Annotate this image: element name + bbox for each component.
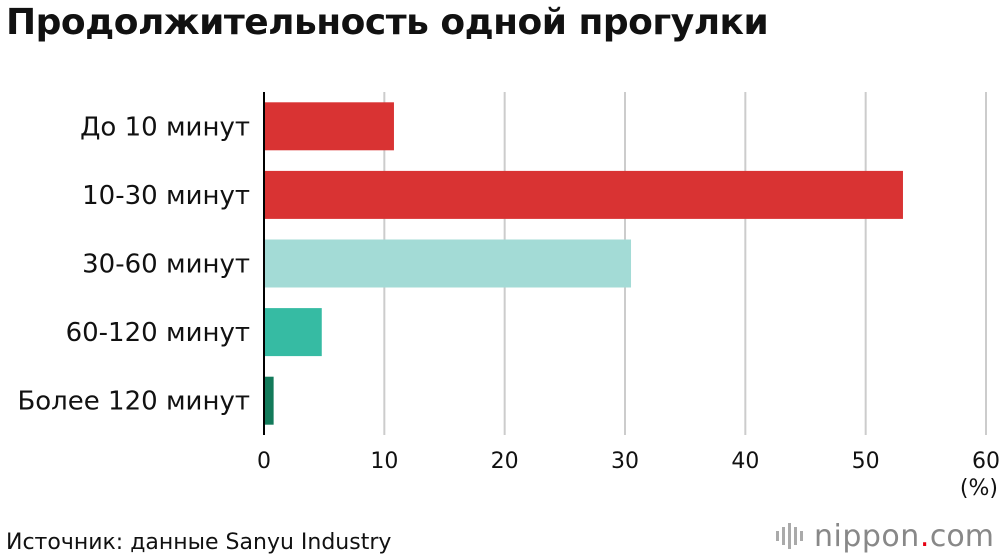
category-label: 30-60 минут <box>82 250 250 280</box>
x-tick-label: 10 <box>370 449 398 474</box>
category-label: 60-120 минут <box>66 318 250 348</box>
x-tick-label: 40 <box>731 449 759 474</box>
x-tick-label: 0 <box>257 449 271 474</box>
category-label: До 10 минут <box>80 112 250 142</box>
bar <box>264 308 322 357</box>
x-unit-label: (%) <box>960 476 998 501</box>
x-tick-label: 60 <box>972 449 1000 474</box>
brand-name: nippon <box>814 518 920 554</box>
x-tick-label: 20 <box>491 449 519 474</box>
x-tick-label: 30 <box>611 449 639 474</box>
brand-dot: . <box>919 518 930 554</box>
nippon-logo-icon <box>776 523 803 549</box>
source-note: Источник: данные Sanyu Industry <box>6 530 392 555</box>
bar <box>264 102 394 151</box>
bar <box>264 239 632 288</box>
category-label: Более 120 минут <box>17 387 250 417</box>
bar <box>264 376 274 425</box>
brand-logo: nippon. com <box>776 516 994 556</box>
x-tick-label: 50 <box>852 449 880 474</box>
bar <box>264 170 903 219</box>
chart-title: Продолжительность одной прогулки <box>6 2 769 43</box>
category-label: 10-30 минут <box>82 181 250 211</box>
brand-tld: com <box>929 518 994 554</box>
